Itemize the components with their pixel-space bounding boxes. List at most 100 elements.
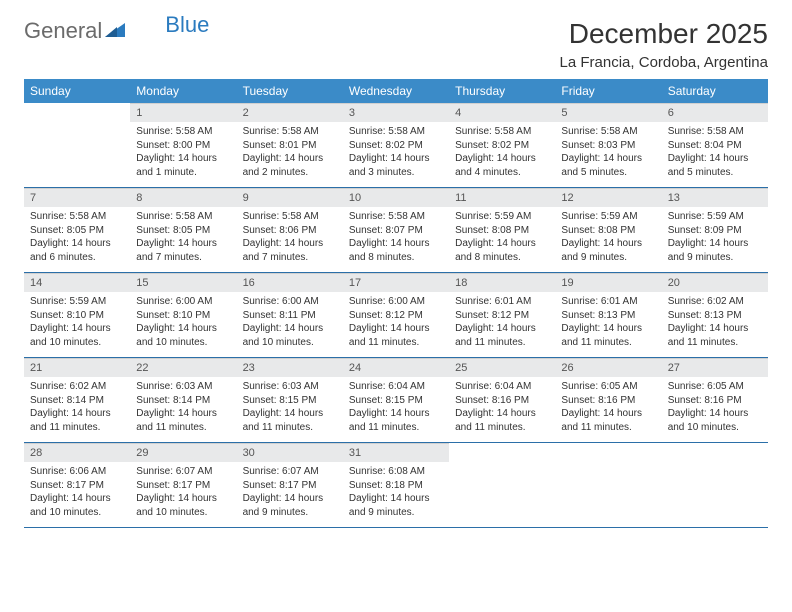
day-number: 10 xyxy=(343,188,449,207)
brand-part2: Blue xyxy=(165,12,209,38)
day-number: 6 xyxy=(662,103,768,122)
sunset-text: Sunset: 8:02 PM xyxy=(349,139,443,153)
day-number: 17 xyxy=(343,273,449,292)
sunrise-text: Sunrise: 5:58 AM xyxy=(136,125,230,139)
sunset-text: Sunset: 8:12 PM xyxy=(349,309,443,323)
daylight-text: Daylight: 14 hours and 11 minutes. xyxy=(455,407,549,434)
weekday-header: Sunday xyxy=(24,79,130,103)
calendar-week-row: 7Sunrise: 5:58 AMSunset: 8:05 PMDaylight… xyxy=(24,188,768,273)
weekday-header-row: Sunday Monday Tuesday Wednesday Thursday… xyxy=(24,79,768,103)
day-body: Sunrise: 6:00 AMSunset: 8:10 PMDaylight:… xyxy=(130,292,236,357)
calendar-day-cell: 30Sunrise: 6:07 AMSunset: 8:17 PMDayligh… xyxy=(237,443,343,528)
day-number: 12 xyxy=(555,188,661,207)
sunset-text: Sunset: 8:16 PM xyxy=(668,394,762,408)
sunset-text: Sunset: 8:16 PM xyxy=(561,394,655,408)
sunset-text: Sunset: 8:01 PM xyxy=(243,139,337,153)
day-body: Sunrise: 5:58 AMSunset: 8:06 PMDaylight:… xyxy=(237,207,343,272)
day-number: 28 xyxy=(24,443,130,462)
daylight-text: Daylight: 14 hours and 9 minutes. xyxy=(349,492,443,519)
day-number: 24 xyxy=(343,358,449,377)
sunset-text: Sunset: 8:13 PM xyxy=(668,309,762,323)
day-body xyxy=(449,449,555,505)
daylight-text: Daylight: 14 hours and 11 minutes. xyxy=(349,407,443,434)
calendar-day-cell: 28Sunrise: 6:06 AMSunset: 8:17 PMDayligh… xyxy=(24,443,130,528)
day-number: 23 xyxy=(237,358,343,377)
sunset-text: Sunset: 8:11 PM xyxy=(243,309,337,323)
calendar-day-cell: 4Sunrise: 5:58 AMSunset: 8:02 PMDaylight… xyxy=(449,103,555,188)
day-body: Sunrise: 5:59 AMSunset: 8:08 PMDaylight:… xyxy=(449,207,555,272)
title-block: December 2025 La Francia, Cordoba, Argen… xyxy=(560,18,768,71)
sunrise-text: Sunrise: 5:59 AM xyxy=(561,210,655,224)
sunrise-text: Sunrise: 5:58 AM xyxy=(349,125,443,139)
sunrise-text: Sunrise: 5:58 AM xyxy=(668,125,762,139)
calendar-day-cell: 18Sunrise: 6:01 AMSunset: 8:12 PMDayligh… xyxy=(449,273,555,358)
sunrise-text: Sunrise: 6:03 AM xyxy=(136,380,230,394)
day-number: 21 xyxy=(24,358,130,377)
day-body: Sunrise: 5:59 AMSunset: 8:09 PMDaylight:… xyxy=(662,207,768,272)
sunset-text: Sunset: 8:02 PM xyxy=(455,139,549,153)
sunrise-text: Sunrise: 6:00 AM xyxy=(136,295,230,309)
calendar-day-cell xyxy=(555,443,661,528)
day-number: 11 xyxy=(449,188,555,207)
day-body: Sunrise: 5:58 AMSunset: 8:02 PMDaylight:… xyxy=(343,122,449,187)
day-body: Sunrise: 6:08 AMSunset: 8:18 PMDaylight:… xyxy=(343,462,449,527)
sunset-text: Sunset: 8:05 PM xyxy=(136,224,230,238)
day-body: Sunrise: 5:58 AMSunset: 8:01 PMDaylight:… xyxy=(237,122,343,187)
day-number: 29 xyxy=(130,443,236,462)
sunset-text: Sunset: 8:08 PM xyxy=(455,224,549,238)
sunrise-text: Sunrise: 6:01 AM xyxy=(561,295,655,309)
sunset-text: Sunset: 8:15 PM xyxy=(349,394,443,408)
sunrise-text: Sunrise: 5:58 AM xyxy=(136,210,230,224)
daylight-text: Daylight: 14 hours and 7 minutes. xyxy=(243,237,337,264)
daylight-text: Daylight: 14 hours and 10 minutes. xyxy=(136,322,230,349)
day-number: 9 xyxy=(237,188,343,207)
sunset-text: Sunset: 8:12 PM xyxy=(455,309,549,323)
calendar-day-cell: 14Sunrise: 5:59 AMSunset: 8:10 PMDayligh… xyxy=(24,273,130,358)
day-body: Sunrise: 6:01 AMSunset: 8:13 PMDaylight:… xyxy=(555,292,661,357)
daylight-text: Daylight: 14 hours and 8 minutes. xyxy=(455,237,549,264)
calendar-day-cell xyxy=(449,443,555,528)
daylight-text: Daylight: 14 hours and 2 minutes. xyxy=(243,152,337,179)
day-body: Sunrise: 6:03 AMSunset: 8:14 PMDaylight:… xyxy=(130,377,236,442)
daylight-text: Daylight: 14 hours and 7 minutes. xyxy=(136,237,230,264)
calendar-body: 1Sunrise: 5:58 AMSunset: 8:00 PMDaylight… xyxy=(24,103,768,528)
sunset-text: Sunset: 8:16 PM xyxy=(455,394,549,408)
sunset-text: Sunset: 8:18 PM xyxy=(349,479,443,493)
day-number: 4 xyxy=(449,103,555,122)
sunset-text: Sunset: 8:04 PM xyxy=(668,139,762,153)
page-header: General Blue December 2025 La Francia, C… xyxy=(24,18,768,71)
calendar-day-cell: 5Sunrise: 5:58 AMSunset: 8:03 PMDaylight… xyxy=(555,103,661,188)
day-body: Sunrise: 5:59 AMSunset: 8:08 PMDaylight:… xyxy=(555,207,661,272)
brand-part1: General xyxy=(24,18,102,44)
daylight-text: Daylight: 14 hours and 11 minutes. xyxy=(668,322,762,349)
day-body: Sunrise: 6:02 AMSunset: 8:13 PMDaylight:… xyxy=(662,292,768,357)
day-body: Sunrise: 6:05 AMSunset: 8:16 PMDaylight:… xyxy=(555,377,661,442)
daylight-text: Daylight: 14 hours and 3 minutes. xyxy=(349,152,443,179)
daylight-text: Daylight: 14 hours and 10 minutes. xyxy=(136,492,230,519)
daylight-text: Daylight: 14 hours and 5 minutes. xyxy=(668,152,762,179)
calendar-day-cell: 29Sunrise: 6:07 AMSunset: 8:17 PMDayligh… xyxy=(130,443,236,528)
calendar-day-cell: 24 Sunrise: 6:04 AMSunset: 8:15 PMDayligh… xyxy=(343,358,449,443)
brand-logo: General Blue xyxy=(24,18,209,44)
day-number: 15 xyxy=(130,273,236,292)
sunrise-text: Sunrise: 5:58 AM xyxy=(30,210,124,224)
sunrise-text: Sunrise: 6:04 AM xyxy=(349,380,443,394)
daylight-text: Daylight: 14 hours and 8 minutes. xyxy=(349,237,443,264)
daylight-text: Daylight: 14 hours and 6 minutes. xyxy=(30,237,124,264)
daylight-text: Daylight: 14 hours and 11 minutes. xyxy=(136,407,230,434)
day-number: 25 xyxy=(449,358,555,377)
daylight-text: Daylight: 14 hours and 5 minutes. xyxy=(561,152,655,179)
sunset-text: Sunset: 8:17 PM xyxy=(136,479,230,493)
daylight-text: Daylight: 14 hours and 11 minutes. xyxy=(243,407,337,434)
day-body: Sunrise: 5:58 AMSunset: 8:05 PMDaylight:… xyxy=(130,207,236,272)
sunrise-text: Sunrise: 6:02 AM xyxy=(30,380,124,394)
sunset-text: Sunset: 8:03 PM xyxy=(561,139,655,153)
day-number: 27 xyxy=(662,358,768,377)
day-body xyxy=(555,449,661,505)
sunrise-text: Sunrise: 5:59 AM xyxy=(30,295,124,309)
sunrise-text: Sunrise: 6:03 AM xyxy=(243,380,337,394)
day-number: 18 xyxy=(449,273,555,292)
daylight-text: Daylight: 14 hours and 10 minutes. xyxy=(243,322,337,349)
weekday-header: Tuesday xyxy=(237,79,343,103)
calendar-day-cell xyxy=(662,443,768,528)
